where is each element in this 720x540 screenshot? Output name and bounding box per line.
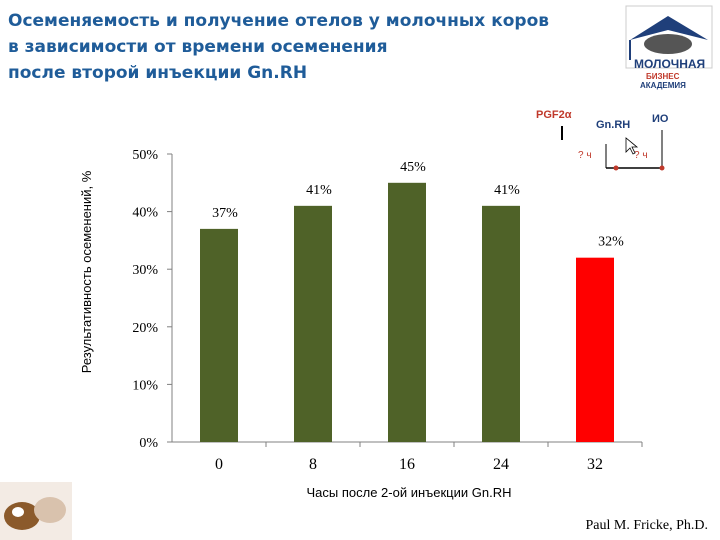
protocol-timeline-inset: PGF2α Gn.RH ИО ? ч ? ч <box>536 109 669 171</box>
logo-line-1: МОЛОЧНАЯ <box>634 57 705 71</box>
data-label: 32% <box>598 235 624 250</box>
x-ticks: 0 8 16 24 32 <box>215 442 643 473</box>
bar-0h <box>200 228 238 442</box>
bar-16h <box>388 182 426 443</box>
x-tick-label: 32 <box>587 456 603 473</box>
calf-icon <box>4 502 40 530</box>
y-tick-label: 0% <box>139 436 158 451</box>
y-tick-label: 40% <box>132 206 158 221</box>
x-tick-label: 24 <box>493 456 509 473</box>
cows-photo <box>0 482 72 540</box>
cow-icon <box>644 34 692 54</box>
data-label: 45% <box>400 160 426 175</box>
x-axis-title: Часы после 2-ой инъекции Gn.RH <box>306 485 511 500</box>
bar-32h <box>576 257 614 442</box>
bar-24h <box>482 205 520 442</box>
gnrh-label: Gn.RH <box>596 119 630 131</box>
y-axis-title: Результативность осеменений, % <box>79 170 94 373</box>
data-label: 41% <box>306 183 332 198</box>
x-tick-label: 16 <box>399 456 415 473</box>
title-line-2: в зависимости от времени осеменения <box>8 37 388 57</box>
interval-label-2: ? ч <box>634 150 648 161</box>
x-tick-label: 8 <box>309 456 317 473</box>
pgf-label: PGF2α <box>536 109 572 121</box>
y-tick-label: 50% <box>132 148 158 163</box>
data-label: 37% <box>212 206 238 221</box>
y-tick-label: 10% <box>132 378 158 393</box>
ai-label: ИО <box>652 113 669 125</box>
x-tick-label: 0 <box>215 456 223 473</box>
timeline-dot-1 <box>613 165 619 171</box>
academy-logo: МОЛОЧНАЯ БИЗНЕС АКАДЕМИЯ <box>625 5 713 90</box>
timeline-dot-2 <box>659 165 665 171</box>
y-axis-title-group: Результативность осеменений, % <box>79 170 94 373</box>
y-tick-label: 20% <box>132 321 158 336</box>
slide-title: Осеменяемость и получение отелов у молоч… <box>8 8 588 86</box>
calf-icon-2 <box>34 497 66 523</box>
title-line-3: после второй инъекции Gn.RH <box>8 63 308 83</box>
author-credit: Paul M. Fricke, Ph.D. <box>585 518 709 533</box>
logo-line-3: АКАДЕМИЯ <box>640 81 686 90</box>
interval-label-1: ? ч <box>578 150 592 161</box>
data-label: 41% <box>494 183 520 198</box>
y-tick-label: 30% <box>132 263 158 278</box>
calf-spot <box>12 507 24 517</box>
bars: 37% 41% 45% 41% 32% <box>200 160 624 443</box>
y-ticks: 0% 10% 20% 30% 40% 50% <box>132 148 172 451</box>
bar-8h <box>294 205 332 442</box>
graduation-cap-icon <box>630 16 708 40</box>
cursor-icon <box>625 137 639 155</box>
logo-line-2: БИЗНЕС <box>646 72 680 81</box>
title-line-1: Осеменяемость и получение отелов у молоч… <box>8 11 550 31</box>
